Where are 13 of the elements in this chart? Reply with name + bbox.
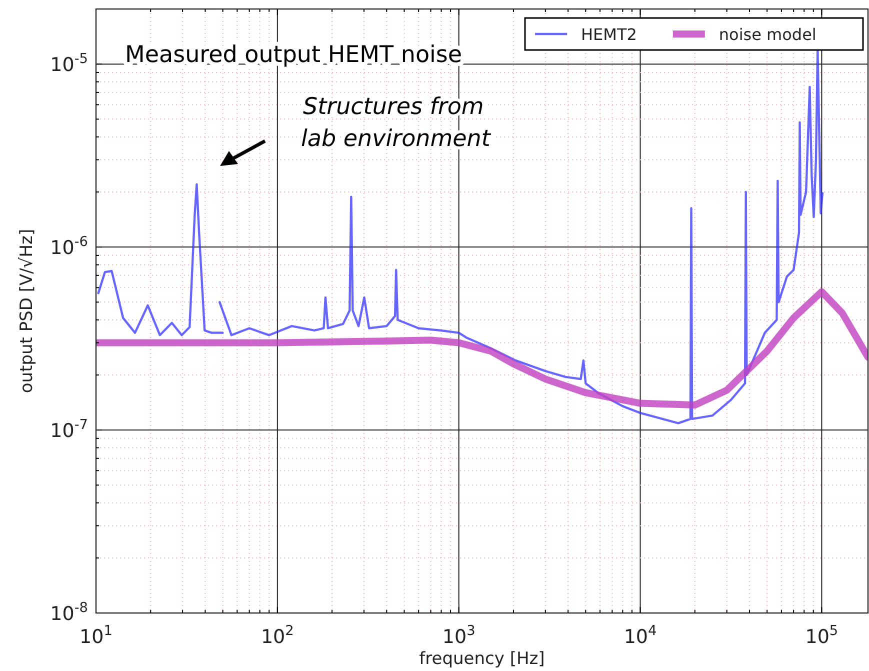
x-tick-label: 10$^{5}$: [805, 623, 838, 648]
x-tick-label: 10$^{2}$: [260, 623, 294, 648]
y-tick-label: 10$^{-6}$: [50, 234, 88, 260]
x-tick-label: 10$^{3}$: [442, 623, 476, 648]
y-tick-label: 10$^{-7}$: [50, 417, 88, 442]
y-tick-label: 10$^{-8}$: [50, 600, 88, 625]
x-tick-label: 10$^{4}$: [624, 623, 657, 648]
x-axis-title: frequency [Hz]: [419, 649, 545, 669]
legend-label: noise model: [718, 25, 816, 44]
y-tick-label: 10$^{-5}$: [50, 51, 88, 76]
y-axis-title: output PSD [V/√Hz]: [17, 228, 37, 394]
x-tick-label: 10$^{1}$: [80, 623, 112, 648]
legend-label: HEMT2: [581, 25, 637, 44]
